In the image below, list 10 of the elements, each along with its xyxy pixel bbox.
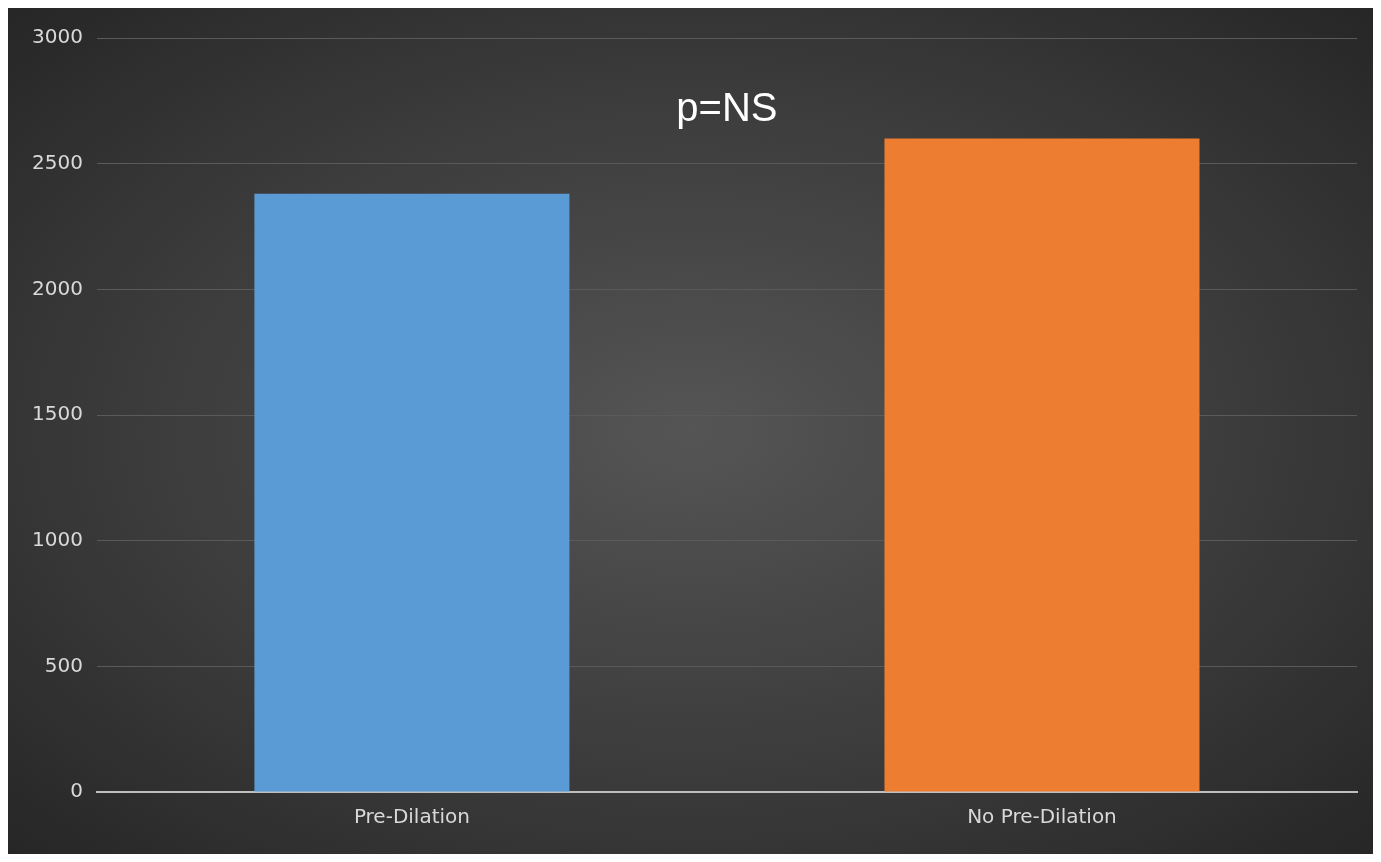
x-tick-label: Pre-Dilation (353, 804, 470, 829)
y-tick-label: 2000 (31, 275, 83, 300)
y-tick-label: 500 (44, 652, 83, 677)
y-tick-label: 1500 (31, 401, 83, 426)
y-tick-label: 0 (70, 778, 83, 803)
y-tick-label: 3000 (31, 24, 83, 49)
x-tick-label: No Pre-Dilation (967, 804, 1117, 829)
y-tick-label: 2500 (31, 149, 83, 174)
annotation: p=NS (676, 85, 778, 130)
y-tick-label: 1000 (31, 526, 83, 551)
